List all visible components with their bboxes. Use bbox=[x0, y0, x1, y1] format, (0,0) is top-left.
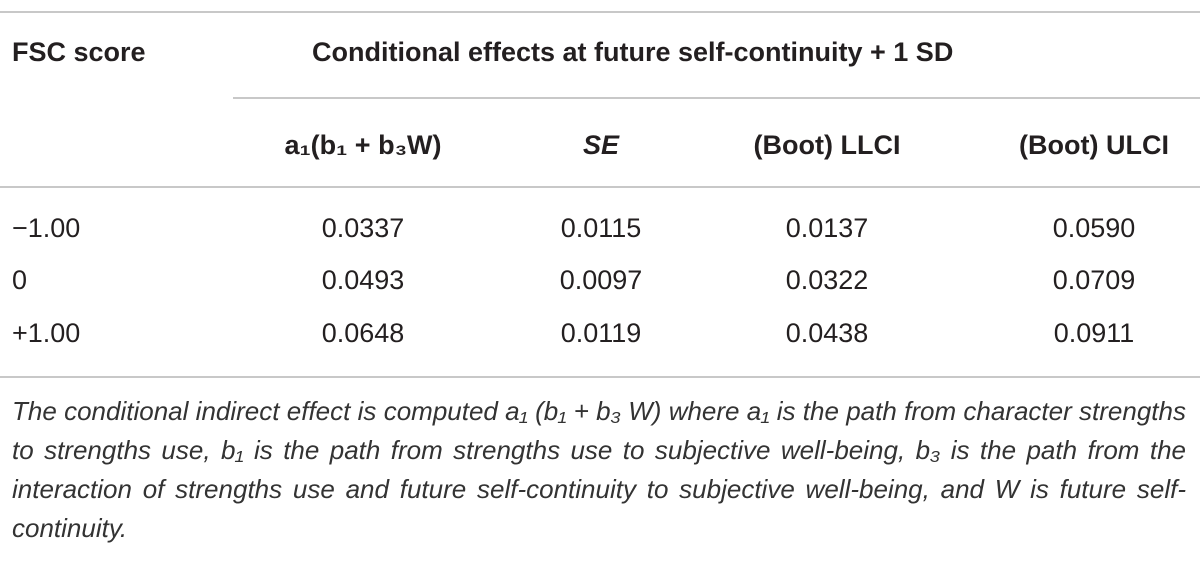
cell: 0.0337 bbox=[321, 213, 405, 243]
row-label: −1.00 bbox=[12, 213, 81, 243]
cell: 0.0322 bbox=[785, 265, 869, 295]
cell: 0.0493 bbox=[321, 265, 405, 295]
cell: 0.0097 bbox=[559, 265, 643, 295]
row-label: 0 bbox=[12, 265, 28, 295]
group-header: Conditional effects at future self-conti… bbox=[312, 37, 954, 67]
cell: 0.0709 bbox=[1052, 265, 1136, 295]
row-label: +1.00 bbox=[12, 318, 81, 348]
top-rule bbox=[0, 11, 1200, 13]
column-header: SE bbox=[582, 130, 620, 160]
header-rule bbox=[0, 186, 1200, 188]
column-header: a₁(b₁ + b₃W) bbox=[284, 130, 442, 160]
cell: 0.0648 bbox=[321, 318, 405, 348]
group-rule bbox=[233, 97, 1200, 99]
cell: 0.0137 bbox=[785, 213, 869, 243]
row-label-header: FSC score bbox=[12, 37, 146, 67]
cell: 0.0911 bbox=[1053, 318, 1135, 348]
cell: 0.0119 bbox=[560, 318, 642, 348]
cell: 0.0438 bbox=[785, 318, 869, 348]
footnote: The conditional indirect effect is compu… bbox=[12, 396, 1186, 543]
column-header: (Boot) ULCI bbox=[1019, 130, 1169, 160]
cell: 0.0590 bbox=[1052, 213, 1136, 243]
cell: 0.0115 bbox=[560, 213, 642, 243]
bottom-rule bbox=[0, 376, 1200, 378]
column-header: (Boot) LLCI bbox=[753, 130, 901, 160]
